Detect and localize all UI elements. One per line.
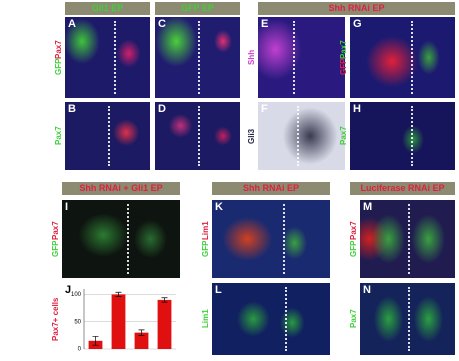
bar bbox=[134, 332, 149, 349]
stain-label: Pax7 bbox=[349, 309, 358, 329]
micrograph-panel: H bbox=[350, 102, 455, 170]
stain-label: Lim1 bbox=[201, 309, 210, 329]
midline bbox=[285, 287, 288, 351]
side-label: Lim1 bbox=[201, 283, 210, 355]
panel-letter: E bbox=[261, 18, 269, 30]
error-bar bbox=[161, 297, 168, 303]
midline bbox=[197, 106, 200, 166]
panel-letter: B bbox=[68, 103, 76, 115]
panel-header: Shh RNAi + Gli1 EP bbox=[62, 182, 180, 195]
panel-letter: N bbox=[363, 284, 371, 296]
midline bbox=[407, 204, 410, 274]
panel-header: Shh RNAi EP bbox=[258, 2, 455, 15]
error-bar bbox=[138, 329, 145, 336]
micrograph-panel: N bbox=[360, 283, 455, 355]
bar bbox=[157, 299, 172, 349]
midline bbox=[197, 21, 200, 94]
panel-letter: A bbox=[68, 18, 76, 30]
y-tick-label: 50 bbox=[74, 319, 81, 325]
y-tick-label: 100 bbox=[71, 292, 82, 298]
side-label: GFPPax7 bbox=[54, 17, 63, 98]
y-tick-label: 0 bbox=[78, 347, 82, 353]
micrograph-panel: I bbox=[62, 200, 180, 278]
midline bbox=[297, 106, 300, 166]
panel-letter: K bbox=[215, 201, 223, 213]
micrograph-panel: M bbox=[360, 200, 455, 278]
micrograph-panel: C bbox=[155, 17, 240, 98]
panel-letter: L bbox=[215, 284, 222, 296]
stain-label: Pax7 bbox=[54, 39, 63, 59]
side-label: Pax7 bbox=[349, 283, 358, 355]
panel-header: Shh RNAi EP bbox=[212, 182, 330, 195]
panel-letter: D bbox=[158, 103, 166, 115]
panel-letter: C bbox=[158, 18, 166, 30]
stain-label: Gli3 bbox=[247, 128, 256, 144]
side-label: GFPPax7 bbox=[339, 17, 348, 98]
midline bbox=[114, 21, 117, 94]
side-label: Pax7 bbox=[339, 102, 348, 170]
stain-label: Pax7 bbox=[339, 39, 348, 59]
stain-label: GFP bbox=[339, 58, 348, 76]
midline bbox=[410, 21, 413, 94]
panel-letter: F bbox=[261, 103, 268, 115]
bar bbox=[111, 294, 126, 349]
stain-label: GFP bbox=[54, 58, 63, 76]
panel-letter: H bbox=[353, 103, 361, 115]
midline bbox=[282, 204, 285, 274]
micrograph-panel: B bbox=[65, 102, 150, 170]
panel-letter: J bbox=[65, 284, 72, 296]
stain-label: Pax7 bbox=[54, 126, 63, 146]
stain-label: Pax7 bbox=[349, 221, 358, 241]
side-label: GFPPax7 bbox=[51, 200, 60, 278]
panel-header: Luciferase RNAi EP bbox=[350, 182, 455, 195]
panel-letter: M bbox=[363, 201, 373, 213]
side-label: Shh bbox=[247, 17, 256, 98]
micrograph-panel: G bbox=[350, 17, 455, 98]
stain-label: Lim1 bbox=[201, 221, 210, 241]
micrograph-panel: E bbox=[258, 17, 345, 98]
panel-letter: G bbox=[353, 18, 362, 30]
side-label: GFPPax7 bbox=[349, 200, 358, 278]
stain-label: GFP bbox=[51, 240, 60, 257]
side-label: GFPLim1 bbox=[201, 200, 210, 278]
micrograph-panel: D bbox=[155, 102, 240, 170]
error-bar bbox=[115, 291, 122, 297]
panel-header: GFP EP bbox=[155, 2, 240, 15]
midline bbox=[107, 106, 110, 166]
midline bbox=[126, 204, 129, 274]
stain-label: Pax7 bbox=[51, 221, 60, 241]
midline bbox=[410, 106, 413, 166]
bar-chart: 0 50 100 bbox=[62, 283, 180, 355]
micrograph-panel: F bbox=[258, 102, 345, 170]
stain-label: GFP bbox=[349, 240, 358, 257]
midline bbox=[292, 21, 295, 94]
micrograph-panel: A bbox=[65, 17, 150, 98]
error-bar bbox=[92, 336, 99, 346]
midline bbox=[407, 287, 410, 351]
micrograph-panel: K bbox=[212, 200, 330, 278]
stain-label: GFP bbox=[201, 240, 210, 257]
micrograph-panel: L bbox=[212, 283, 330, 355]
side-label: Gli3 bbox=[247, 102, 256, 170]
side-label: Pax7 bbox=[54, 102, 63, 170]
panel-header: Gli1 EP bbox=[65, 2, 150, 15]
panel-letter: I bbox=[65, 201, 69, 213]
stain-label: Shh bbox=[247, 49, 256, 66]
axis-label: Pax7+ cells bbox=[51, 297, 60, 341]
stain-label: Pax7 bbox=[339, 126, 348, 146]
